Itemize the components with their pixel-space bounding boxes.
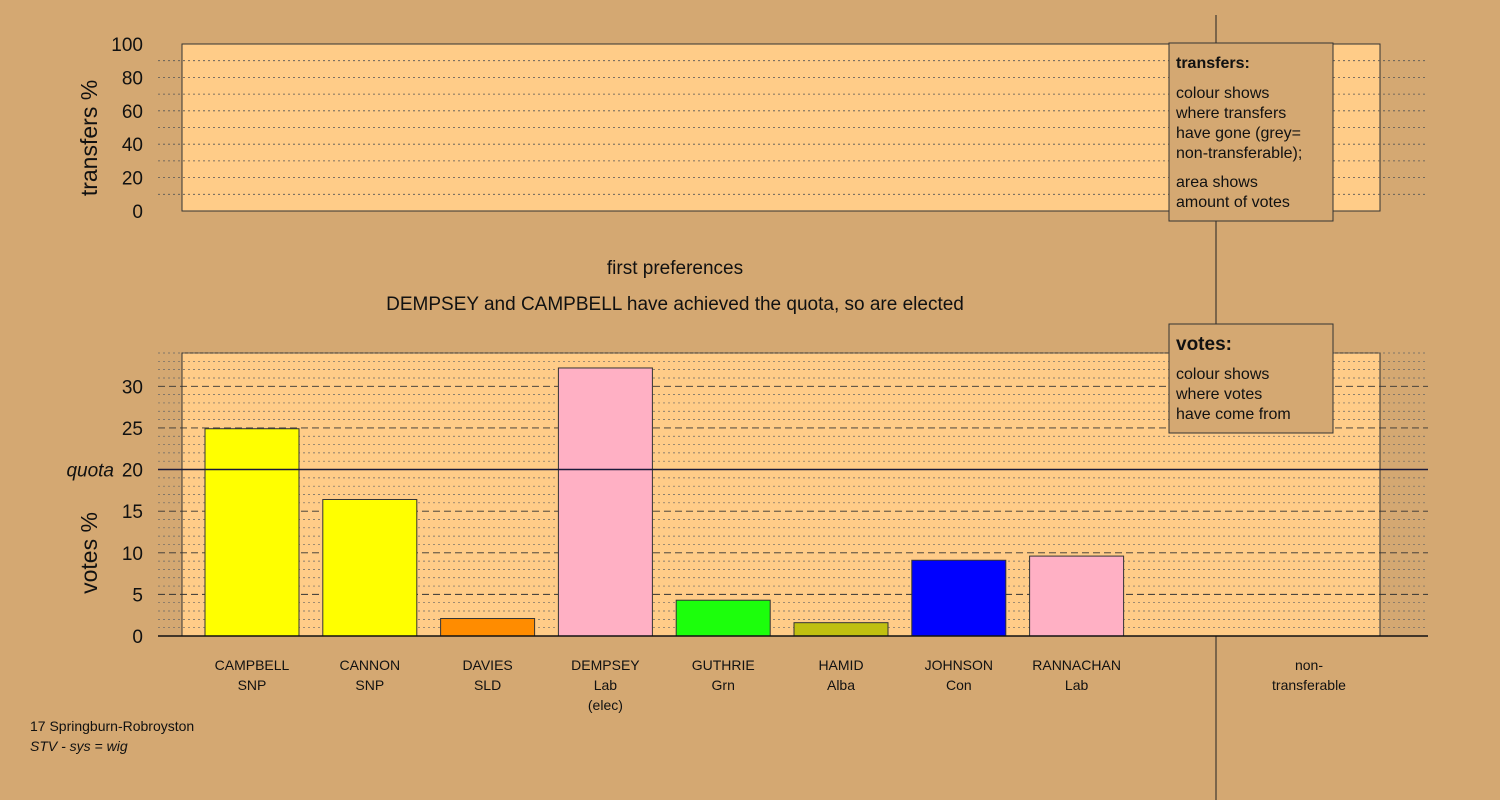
votes-legend-line: colour shows <box>1176 366 1269 383</box>
vote-bar <box>557 367 653 637</box>
votes-legend-title: votes: <box>1176 334 1232 355</box>
votes-legend-line: have come from <box>1176 406 1291 423</box>
candidate-name: CANNON <box>339 657 400 673</box>
candidate-party: Alba <box>827 677 855 693</box>
system-label: STV - sys = wig <box>30 738 128 754</box>
candidate-name: CAMPBELL <box>215 657 290 673</box>
candidate-party: Lab <box>594 677 618 693</box>
candidate-name: DAVIES <box>462 657 512 673</box>
candidate-party: SLD <box>474 677 501 693</box>
elected-message: DEMPSEY and CAMPBELL have achieved the q… <box>386 294 964 315</box>
vote-bar <box>440 618 536 637</box>
nontransferable-label: transferable <box>1272 677 1346 693</box>
votes-bars <box>204 367 1125 637</box>
vote-bar <box>322 498 418 637</box>
candidate-name: RANNACHAN <box>1032 657 1121 673</box>
transfers-tick-label: 40 <box>122 135 143 156</box>
candidate-party: SNP <box>238 677 267 693</box>
vote-bar <box>675 599 771 637</box>
stage-heading: first preferences <box>607 258 743 279</box>
candidate-name: HAMID <box>818 657 863 673</box>
candidate-name: GUTHRIE <box>692 657 755 673</box>
votes-tick-label: 0 <box>132 627 143 648</box>
votes-tick-label: 15 <box>122 502 143 523</box>
votes-tick-label: 10 <box>122 544 143 565</box>
transfers-legend-line: area shows <box>1176 174 1258 191</box>
vote-bar <box>793 622 889 637</box>
votes-axis-label: votes % <box>76 512 102 594</box>
candidate-party: Grn <box>712 677 735 693</box>
votes-tick-label: 30 <box>122 377 143 398</box>
candidate-elected-note: (elec) <box>588 697 623 713</box>
votes-tick-labels: 0 5 10 15 20 25 30 <box>122 377 143 648</box>
votes-legend-box <box>1168 323 1334 434</box>
vote-bar <box>911 559 1007 637</box>
candidate-name: JOHNSON <box>925 657 993 673</box>
votes-tick-label: 25 <box>122 419 143 440</box>
transfers-tick-label: 0 <box>132 202 143 223</box>
candidate-labels: CAMPBELL SNP CANNON SNP DAVIES SLD DEMPSEY Lab (… <box>215 657 1121 713</box>
transfers-legend-box <box>1168 42 1334 222</box>
candidate-name: DEMPSEY <box>571 657 640 673</box>
transfers-axis-label: transfers % <box>76 80 102 196</box>
transfers-legend-title: transfers: <box>1176 55 1250 72</box>
transfers-tick-label: 100 <box>111 35 143 56</box>
votes-legend: votes: colour shows where votes have com… <box>1168 323 1334 434</box>
transfers-legend-line: where transfers <box>1175 105 1286 122</box>
votes-legend-line: where votes <box>1175 386 1262 403</box>
nontransferable-label: non- <box>1295 657 1323 673</box>
candidate-party: SNP <box>355 677 384 693</box>
transfers-legend: transfers: colour shows where transfers … <box>1168 42 1334 222</box>
transfers-legend-line: colour shows <box>1176 85 1269 102</box>
transfers-tick-label: 80 <box>122 68 143 89</box>
vote-bar <box>204 428 300 637</box>
transfers-legend-line: non-transferable); <box>1176 145 1302 162</box>
votes-tick-label: 20 <box>122 461 143 482</box>
vote-bar <box>1029 555 1125 637</box>
transfers-tick-label: 20 <box>122 169 143 190</box>
transfers-legend-line: have gone (grey= <box>1176 125 1301 142</box>
transfers-gridlines <box>158 60 1428 195</box>
quota-label: quota <box>66 461 114 482</box>
transfers-tick-labels: 0 20 40 60 80 100 <box>111 35 143 223</box>
votes-tick-label: 5 <box>132 585 143 606</box>
transfers-tick-label: 60 <box>122 102 143 123</box>
transfers-legend-line: amount of votes <box>1176 194 1290 211</box>
candidate-party: Lab <box>1065 677 1089 693</box>
candidate-party: Con <box>946 677 972 693</box>
constituency-label: 17 Springburn-Robroyston <box>30 718 194 734</box>
